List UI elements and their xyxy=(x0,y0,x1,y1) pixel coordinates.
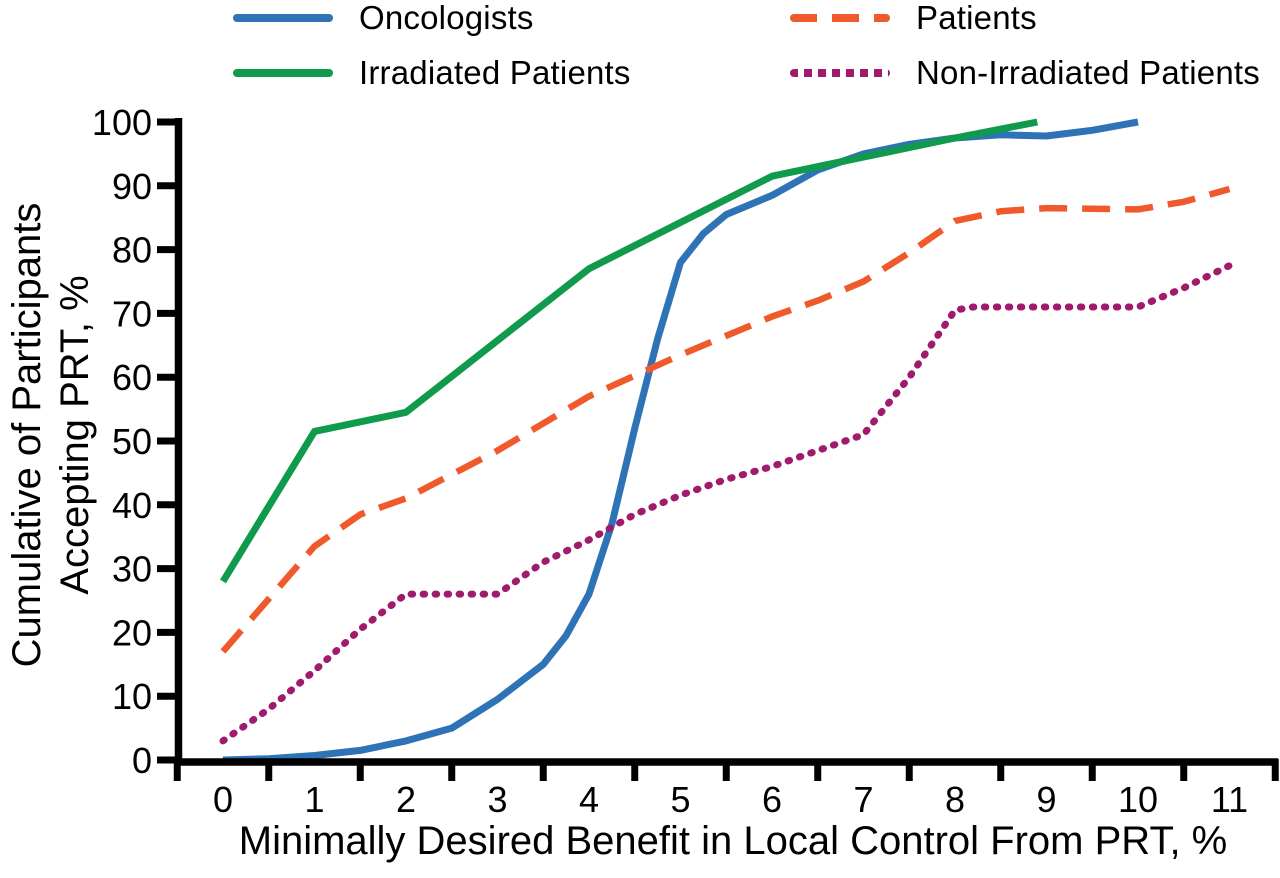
series-line-oncologists xyxy=(222,118,1139,764)
x-axis-title: Minimally Desired Benefit in Local Contr… xyxy=(239,819,1228,863)
y-tick-label: 70 xyxy=(112,293,152,334)
y-tick-label: 0 xyxy=(132,740,152,781)
y-tick-label: 100 xyxy=(92,102,152,143)
series-line-patients xyxy=(220,185,1231,654)
legend-label-patients: Patients xyxy=(916,0,1037,36)
x-tick-label: 9 xyxy=(1036,779,1056,820)
legend-item-oncologists: Oncologists xyxy=(233,0,534,36)
y-tick-label: 80 xyxy=(112,230,152,271)
series-line-non-irradiated-patients xyxy=(219,262,1233,745)
y-tick-label: 10 xyxy=(112,676,152,717)
x-tick-label: 8 xyxy=(945,779,965,820)
series-line-irradiated-patients xyxy=(220,118,1038,584)
legend-item-irradiated-patients: Irradiated Patients xyxy=(233,54,631,91)
x-tick-label: 5 xyxy=(670,779,690,820)
legend-label-non-irradiated-patients: Non-Irradiated Patients xyxy=(916,54,1260,91)
x-tick-label: 11 xyxy=(1211,779,1248,820)
tick-labels: 0 1 2 3 4 5 6 7 8 9 10 11 0 10 20 30 40 50 60 70 80 90 100 xyxy=(92,102,1248,820)
y-axis-title-line2: Accepting PRT, % xyxy=(53,275,97,594)
x-tick-label: 1 xyxy=(304,779,324,820)
y-tick-label: 20 xyxy=(112,612,152,653)
x-tick-label: 3 xyxy=(487,779,507,820)
y-tick-label: 90 xyxy=(112,166,152,207)
legend-line-sample-irradiated-patients xyxy=(233,69,333,77)
legend-item-non-irradiated-patients: Non-Irradiated Patients xyxy=(790,54,1260,91)
x-tick-label: 2 xyxy=(396,779,416,820)
y-tick-label: 50 xyxy=(112,421,152,462)
y-axis-title-line1: Cumulative of Participants xyxy=(5,203,49,668)
x-tick-label: 6 xyxy=(762,779,782,820)
legend-line-sample-non-irradiated-patients xyxy=(790,69,890,77)
x-tick-label: 7 xyxy=(853,779,873,820)
tick-marks xyxy=(157,118,1279,781)
x-tick-label: 10 xyxy=(1118,779,1158,820)
legend-line-sample-patients xyxy=(790,14,890,22)
legend-line-sample-oncologists xyxy=(233,14,333,22)
x-tick-label: 4 xyxy=(579,779,599,820)
series-lines xyxy=(219,118,1233,764)
legend-label-oncologists: Oncologists xyxy=(359,0,534,36)
legend-item-patients: Patients xyxy=(790,0,1037,36)
legend-label-irradiated-patients: Irradiated Patients xyxy=(359,54,631,91)
y-tick-label: 60 xyxy=(112,357,152,398)
y-tick-label: 30 xyxy=(112,549,152,590)
y-tick-label: 40 xyxy=(112,485,152,526)
x-tick-label: 0 xyxy=(213,779,233,820)
